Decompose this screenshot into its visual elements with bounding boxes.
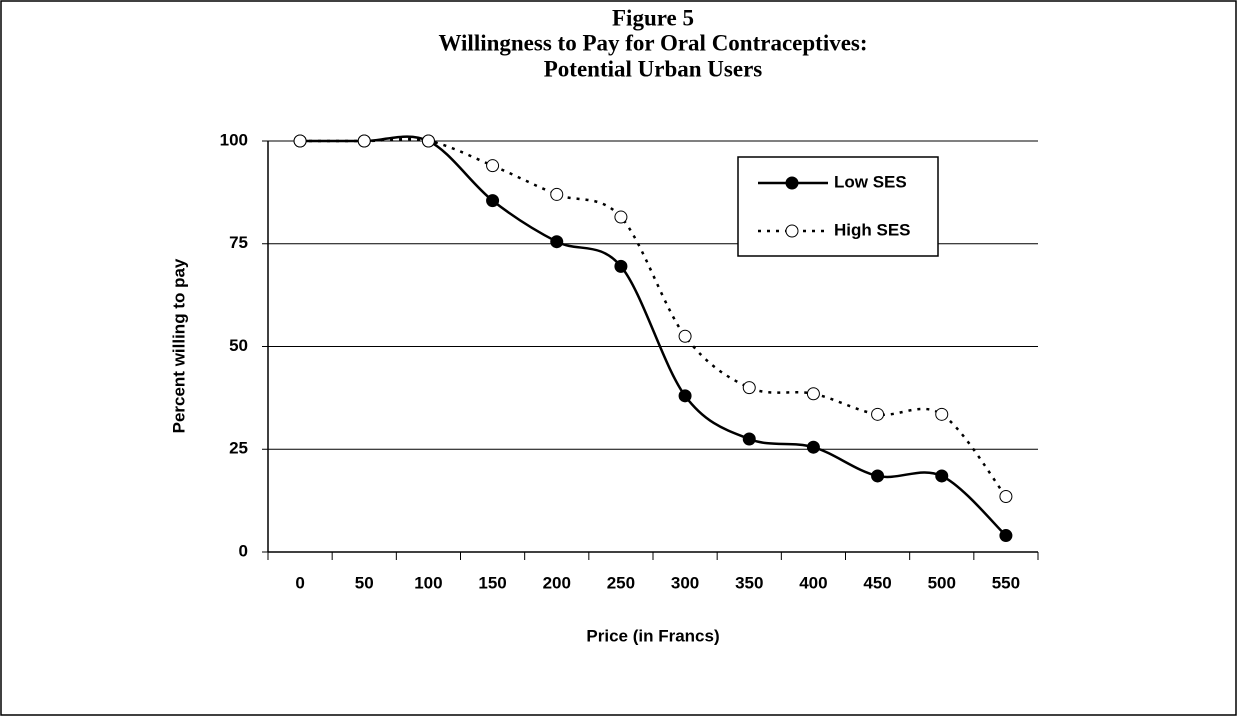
x-tick-label: 500 xyxy=(928,573,956,592)
marker xyxy=(678,329,692,343)
marker xyxy=(871,407,885,421)
x-axis-label: Price (in Francs) xyxy=(586,626,719,645)
marker xyxy=(999,490,1013,504)
legend-label: High SES xyxy=(834,220,911,239)
marker xyxy=(742,381,756,395)
y-axis-label: Percent willing to pay xyxy=(169,258,188,433)
x-tick-label: 100 xyxy=(414,573,442,592)
x-tick-label: 50 xyxy=(355,573,374,592)
marker xyxy=(935,407,949,421)
legend-label: Low SES xyxy=(834,172,907,191)
marker xyxy=(421,134,435,148)
marker xyxy=(550,187,564,201)
y-tick-label: 0 xyxy=(239,541,248,560)
marker xyxy=(871,469,885,483)
marker xyxy=(293,134,307,148)
marker xyxy=(742,432,756,446)
marker xyxy=(550,235,564,249)
legend-marker xyxy=(785,176,799,190)
y-tick-label: 50 xyxy=(229,336,248,355)
marker xyxy=(806,387,820,401)
marker xyxy=(614,210,628,224)
x-tick-label: 200 xyxy=(543,573,571,592)
y-tick-label: 100 xyxy=(220,130,248,149)
x-tick-label: 0 xyxy=(295,573,304,592)
marker xyxy=(678,389,692,403)
marker xyxy=(614,259,628,273)
x-tick-label: 400 xyxy=(799,573,827,592)
marker xyxy=(999,529,1013,543)
legend-box xyxy=(737,156,939,257)
chart-title: Potential Urban Users xyxy=(544,56,763,81)
marker xyxy=(486,159,500,173)
marker xyxy=(806,440,820,454)
x-tick-label: 250 xyxy=(607,573,635,592)
x-tick-label: 350 xyxy=(735,573,763,592)
x-tick-label: 300 xyxy=(671,573,699,592)
x-tick-label: 550 xyxy=(992,573,1020,592)
x-tick-label: 450 xyxy=(863,573,891,592)
marker xyxy=(486,194,500,208)
chart-title: Willingness to Pay for Oral Contraceptiv… xyxy=(438,30,867,55)
x-tick-label: 150 xyxy=(478,573,506,592)
y-tick-label: 25 xyxy=(229,439,248,458)
marker xyxy=(935,469,949,483)
chart-title: Figure 5 xyxy=(612,5,694,30)
marker xyxy=(357,134,371,148)
legend-marker xyxy=(785,224,799,238)
y-tick-label: 75 xyxy=(229,233,248,252)
